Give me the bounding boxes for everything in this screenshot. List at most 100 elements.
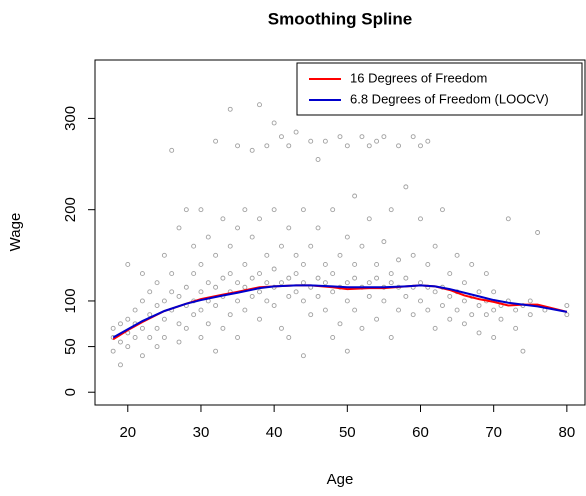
data-point [396,143,401,149]
data-point [403,275,409,281]
data-point [564,303,570,308]
data-point [564,312,570,318]
data-point [315,225,321,231]
data-point [469,312,475,318]
data-point [425,138,431,144]
data-point [315,275,321,281]
data-point [330,207,336,213]
data-point [410,312,416,318]
data-point [469,261,475,267]
data-point [161,335,167,340]
data-point [125,344,131,350]
data-point [271,303,277,308]
data-point [235,143,241,149]
data-point [286,275,292,281]
data-point [257,316,262,322]
data-point [257,289,262,295]
data-point [418,298,423,304]
data-point [220,275,226,281]
data-point [235,298,241,304]
data-point [132,307,138,313]
data-point [183,325,189,331]
data-point [213,284,219,290]
data-point [396,257,401,263]
data-point [425,261,431,267]
data-point [176,321,182,327]
data-point [227,106,233,112]
data-point [286,225,292,231]
data-point [483,312,489,318]
data-point [242,284,248,290]
data-point [476,303,482,308]
data-point [513,307,519,313]
data-point [191,243,197,249]
data-point [461,298,467,304]
data-point [176,293,182,299]
data-point [344,298,350,304]
data-point [198,261,204,267]
x-tick-label: 80 [559,424,576,441]
data-point [147,335,153,340]
data-point [366,280,372,286]
data-point [205,321,211,327]
data-point [344,234,350,240]
data-point [271,120,277,126]
data-point [388,335,394,340]
y-tick-label: 50 [62,338,79,355]
y-tick-label: 200 [62,197,79,222]
data-point [447,316,453,322]
data-point [249,275,255,281]
data-point [293,289,299,295]
x-tick-label: 50 [339,424,356,441]
data-point [374,275,380,281]
data-point [154,344,160,350]
data-point [491,335,497,340]
data-point [337,252,343,258]
fit-line [112,284,568,339]
data-point [139,325,145,331]
data-point [293,271,299,277]
data-point [403,184,409,190]
data-point [322,307,328,313]
data-point [154,280,160,286]
data-point [235,280,241,286]
data-point [169,147,175,153]
data-point [308,138,314,144]
data-point [322,280,328,286]
data-point [220,216,226,222]
data-point [169,271,175,277]
data-point [432,325,438,331]
data-point [235,335,241,340]
data-point [308,312,314,318]
data-point [198,207,204,213]
data-point [235,225,241,231]
data-point [352,261,358,267]
data-point [352,275,358,281]
data-point [432,289,438,295]
data-point [257,216,262,222]
data-point [447,293,453,299]
data-point [271,266,277,272]
x-tick-label: 60 [412,424,429,441]
data-point [535,230,541,235]
y-tick-label: 300 [62,106,79,131]
data-point [527,312,533,318]
data-point [191,312,197,318]
data-point [396,307,401,313]
data-point [264,143,270,149]
data-point [366,293,372,299]
data-point [315,157,321,162]
legend-box [296,62,583,116]
data-point [300,207,306,213]
data-point [264,298,270,304]
data-point [381,298,387,304]
data-point [293,252,299,258]
chart-title: Smoothing Spline [268,9,413,28]
data-point [118,321,123,327]
data-point [249,293,255,299]
data-point [161,316,167,322]
data-point [293,129,299,135]
data-point [205,280,211,286]
data-point [454,307,460,313]
